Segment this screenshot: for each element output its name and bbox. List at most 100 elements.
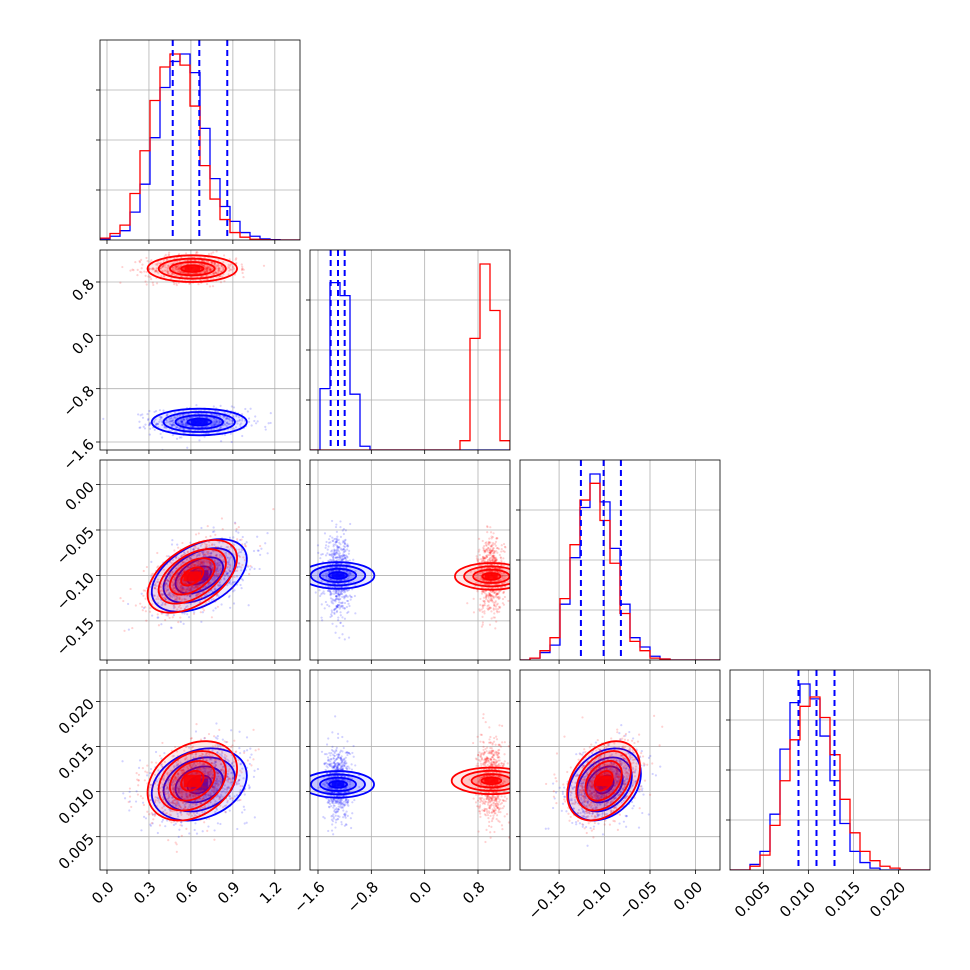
scatter-point (485, 548, 488, 551)
scatter-point (217, 271, 220, 274)
scatter-point (501, 582, 504, 585)
scatter-point (207, 266, 210, 269)
scatter-point (173, 766, 176, 769)
scatter-point (478, 548, 481, 551)
scatter-point (230, 729, 233, 732)
scatter-point (227, 422, 230, 426)
scatter-point (481, 571, 484, 575)
scatter-point (216, 563, 219, 566)
scatter-point (215, 574, 218, 577)
scatter-point (131, 626, 134, 630)
scatter-point (156, 796, 159, 799)
scatter-point (192, 548, 195, 551)
scatter-point (166, 579, 169, 582)
scatter-point (219, 421, 222, 424)
scatter-point (230, 440, 233, 444)
scatter-point (205, 546, 209, 549)
scatter-point (491, 554, 494, 558)
scatter-point (174, 804, 177, 807)
scatter-point (148, 409, 151, 413)
scatter-point (222, 261, 225, 264)
scatter-point (151, 268, 154, 271)
scatter-point (214, 599, 217, 602)
scatter-point (208, 561, 212, 564)
scatter-point (489, 593, 492, 597)
scatter-point (185, 558, 188, 561)
scatter-point (481, 621, 485, 624)
scatter-point (348, 594, 351, 597)
scatter-point (199, 560, 202, 563)
scatter-point (224, 570, 227, 573)
scatter-point (176, 772, 180, 775)
scatter-point (164, 575, 167, 578)
scatter-point (213, 587, 216, 590)
scatter-point (498, 606, 501, 610)
scatter-point (489, 541, 492, 544)
scatter-point (495, 593, 498, 596)
scatter-point (202, 559, 205, 562)
scatter-point (331, 539, 334, 542)
scatter-point (231, 771, 234, 774)
scatter-point (159, 418, 162, 421)
scatter-point (220, 754, 224, 758)
scatter-point (227, 563, 230, 566)
scatter-point (140, 592, 143, 595)
scatter-point (206, 553, 209, 556)
scatter-point (181, 612, 184, 615)
scatter-point (159, 589, 162, 592)
scatter-point (148, 267, 151, 270)
scatter-point (243, 793, 246, 796)
scatter-point (240, 577, 243, 581)
scatter-point (189, 602, 192, 605)
scatter-point (216, 737, 219, 740)
scatter-point (227, 556, 230, 559)
scatter-point (203, 560, 206, 563)
scatter-point (177, 590, 180, 593)
scatter-point (181, 420, 184, 423)
scatter-point (235, 575, 239, 578)
scatter-point (180, 588, 183, 591)
scatter-point (230, 762, 234, 766)
scatter-point (236, 422, 239, 425)
scatter-point (483, 602, 486, 605)
scatter-point (206, 278, 210, 281)
scatter-point (208, 794, 211, 797)
scatter-point (494, 560, 497, 563)
scatter-point (343, 597, 346, 600)
scatter-point (326, 589, 330, 592)
scatter-point (209, 563, 212, 566)
scatter-point (321, 619, 324, 622)
scatter-point (164, 618, 167, 622)
scatter-point (484, 557, 487, 560)
scatter-point (236, 538, 239, 541)
scatter-point (225, 417, 228, 420)
scatter-point (174, 822, 177, 825)
scatter-point (327, 545, 330, 548)
scatter-point (149, 824, 153, 827)
scatter-point (492, 595, 495, 598)
scatter-point (217, 562, 220, 565)
scatter-point (181, 587, 184, 590)
scatter-point (201, 415, 204, 419)
scatter-point (348, 572, 351, 575)
scatter-point (232, 764, 235, 768)
scatter-point (197, 562, 200, 565)
scatter-point (478, 609, 482, 612)
scatter-point (329, 566, 332, 569)
scatter-point (344, 557, 348, 561)
scatter-point (201, 259, 204, 262)
scatter-point (207, 770, 210, 774)
scatter-point (164, 598, 167, 601)
scatter-point (212, 550, 215, 553)
scatter-point (333, 538, 336, 541)
scatter-point (264, 428, 267, 431)
scatter-point (340, 589, 343, 592)
scatter-point (333, 608, 336, 611)
scatter-point (497, 547, 500, 551)
scatter-point (213, 791, 216, 794)
scatter-point (173, 589, 176, 592)
scatter-point (218, 584, 221, 588)
scatter-point (334, 600, 337, 603)
scatter-point (342, 557, 345, 560)
scatter-point (157, 581, 160, 584)
